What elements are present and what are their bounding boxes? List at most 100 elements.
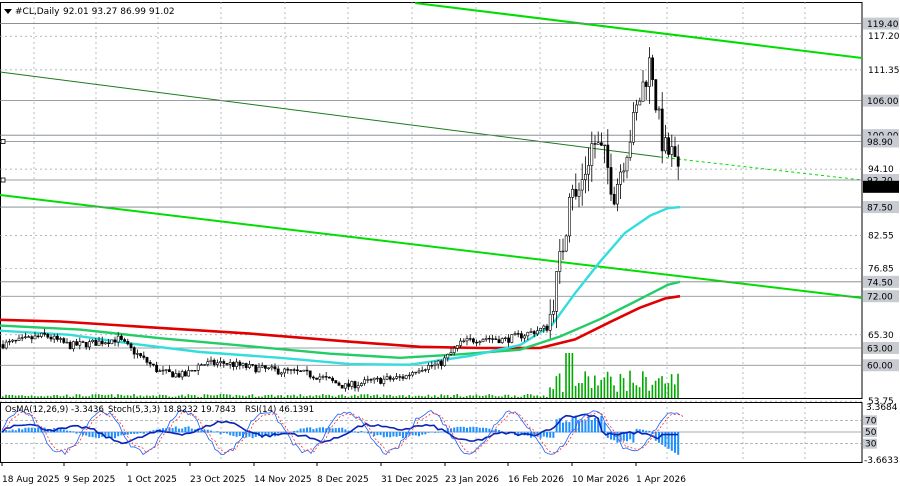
volume-bar: [181, 394, 183, 398]
level-tag: [863, 275, 899, 288]
volume-bar: [427, 394, 430, 398]
volume-bar: [674, 384, 676, 398]
date-tick-label: 1 Apr 2026: [636, 475, 686, 485]
osma-bar: [386, 432, 388, 437]
osma-bar: [453, 427, 456, 433]
volume-bar: [523, 394, 526, 398]
volume-bar: [306, 396, 308, 398]
volume-bar: [469, 395, 471, 398]
ohlc-readout: 92.01 93.27 86.99 91.02: [63, 7, 175, 17]
candle-body: [273, 366, 277, 370]
osma-bar: [184, 426, 187, 433]
candle-body: [542, 325, 546, 329]
volume-bar: [126, 395, 129, 398]
level-tag-label: 72.00: [867, 293, 893, 303]
candle-body: [628, 141, 632, 158]
mid-channel-extension: [659, 156, 863, 181]
volume-bar: [613, 385, 615, 398]
candle-body: [596, 142, 600, 145]
volume-bar: [344, 396, 346, 398]
volume-bar: [85, 396, 87, 398]
volume-bar: [136, 396, 138, 398]
candle-body: [622, 170, 626, 173]
price-tick-label: 117.20: [868, 32, 900, 42]
osma-bar: [632, 432, 635, 443]
osma-bar: [440, 431, 443, 433]
osma-bar: [402, 432, 404, 439]
osma-label: OsMA(12,26,9) -3.3436: [5, 405, 104, 415]
osma-bar: [539, 432, 542, 439]
osma-bar: [574, 415, 577, 433]
osma-bar: [462, 426, 465, 433]
candle-body: [427, 365, 431, 370]
osma-bar: [395, 432, 398, 437]
level-marker: [0, 177, 6, 183]
indicator-panel: [0, 408, 862, 456]
ma-green: [0, 280, 681, 360]
volume-bar: [488, 394, 490, 398]
level-tag: [863, 135, 899, 148]
osma-bar: [290, 431, 292, 433]
volume-bar: [235, 394, 238, 398]
price-tick-label: 111.35: [868, 66, 900, 76]
volume-bar: [123, 395, 126, 398]
candle-body: [366, 379, 370, 381]
candle-body: [654, 79, 658, 111]
volume-bar: [456, 394, 458, 398]
candle-body: [196, 364, 200, 371]
volume-bar: [254, 396, 257, 398]
volume-bar: [526, 394, 529, 398]
volume-bar: [590, 387, 593, 398]
osma-bar: [504, 432, 507, 433]
candle-body: [615, 184, 619, 205]
volume-bar: [664, 383, 666, 398]
volume-bar: [78, 394, 81, 398]
volume-bar: [610, 376, 612, 398]
volume-bar: [584, 371, 586, 398]
volume-bar: [626, 391, 628, 398]
volume-bar: [94, 394, 97, 398]
volume-bar: [635, 385, 638, 398]
candle-body: [660, 108, 664, 152]
osc-level-label: 30: [865, 440, 877, 450]
candle-body: [244, 363, 248, 368]
candle-body: [561, 250, 565, 253]
level-tag: [863, 341, 899, 354]
volume-bar: [120, 394, 122, 398]
volume-bar: [59, 396, 62, 398]
osma-bar: [670, 432, 673, 451]
volume-bar: [283, 396, 286, 398]
osma-bar: [421, 432, 424, 435]
osma-bar: [78, 432, 81, 433]
osma-bar: [373, 432, 376, 437]
volume-bar: [357, 396, 359, 398]
osma-bar: [651, 432, 654, 435]
volume-bar: [421, 396, 423, 398]
candle-body: [232, 362, 235, 367]
price-tick-label: 65.30: [868, 331, 894, 341]
volume-bar: [459, 396, 462, 398]
osma-bar: [626, 432, 628, 442]
candle-body: [94, 339, 98, 346]
candle-body: [39, 332, 43, 337]
osma-bar: [216, 431, 219, 433]
collapse-arrow-icon[interactable]: [4, 9, 12, 14]
osma-bar: [469, 426, 472, 433]
volume-bar: [498, 396, 500, 398]
volume-bar: [328, 394, 330, 398]
volume-bar: [142, 396, 145, 398]
volume-bar: [661, 376, 663, 398]
candle-body: [260, 365, 264, 368]
volume-bar: [280, 395, 282, 398]
osma-bar: [280, 432, 283, 434]
volume-bar: [203, 394, 206, 398]
osma-bar: [5, 430, 8, 433]
upper-channel-line: [414, 2, 863, 59]
ma-cyan: [0, 205, 681, 366]
candle-body: [644, 81, 648, 87]
volume-bar: [453, 394, 455, 398]
candle-body: [209, 359, 213, 362]
volume-bar: [232, 396, 234, 398]
volume-bar: [504, 394, 506, 398]
candle-body: [59, 338, 63, 340]
